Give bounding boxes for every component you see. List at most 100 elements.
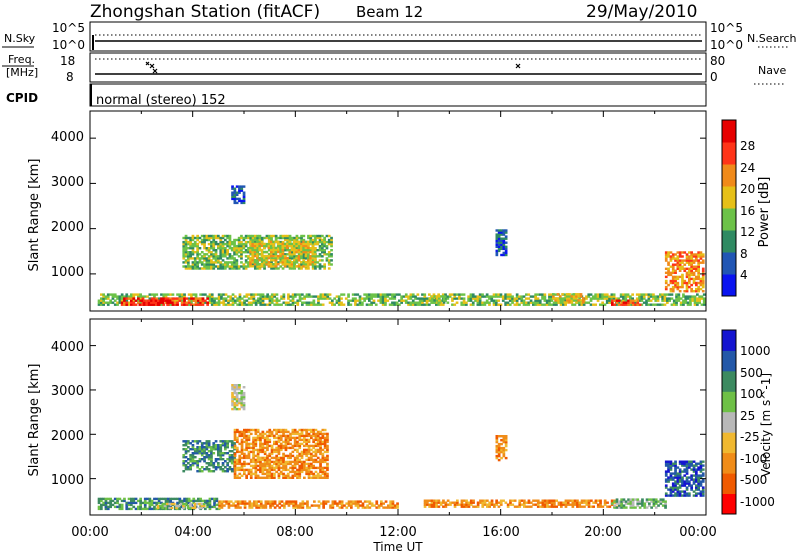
velocity-cell [469,499,473,502]
velocity-cell [291,446,295,450]
power-cell [228,247,232,250]
velocity-cell [263,432,267,436]
power-cell [263,259,266,262]
velocity-cell [192,497,196,501]
power-cell [649,299,653,302]
power-cell [659,295,662,298]
velocity-cell [502,450,506,454]
velocity-cell [312,430,315,434]
velocity-cell [500,446,503,450]
velocity-cell [203,460,206,463]
power-cell [214,253,218,256]
power-cell [685,287,689,291]
velocity-cell [102,501,105,505]
power-cell [678,290,682,293]
power-cell [504,235,508,238]
velocity-cell [674,476,677,479]
power-cell [358,297,362,300]
power-cell [678,263,682,266]
power-cell [690,265,693,268]
power-cell [393,297,397,300]
velocity-cell [275,458,278,462]
velocity-cell [206,503,209,507]
velocity-cell [273,506,277,509]
velocity-cell [182,464,186,467]
velocity-cell [688,464,691,467]
velocity-cell [233,452,237,456]
velocity-cell [247,470,251,474]
power-cell [193,265,197,268]
power-cell [283,263,287,266]
power-cell [582,299,585,302]
velocity-cell [460,501,464,504]
velocity-cell [226,468,229,471]
velocity-cell [594,501,598,504]
velocity-cell [449,503,452,506]
power-cell [242,238,246,242]
power-cell [237,242,241,246]
power-cell [314,257,317,260]
power-cell [671,253,675,256]
power-cell [176,297,179,300]
power-cell [274,238,278,242]
velocity-cell [130,503,133,507]
velocity-cell [527,505,531,508]
power-cell [518,303,521,306]
power-cell [167,297,170,300]
velocity-cell [233,454,237,458]
velocity-cell [210,505,214,509]
power-cell [161,301,165,304]
velocity-cell [611,502,614,505]
velocity-cell [234,506,238,509]
velocity-cell [193,452,197,455]
power-cell [167,293,170,296]
velocity-cell [263,458,267,462]
power-cell [513,299,517,302]
velocity-cell [275,448,278,452]
power-cell [231,293,235,296]
velocity-cell [671,482,675,485]
power-cell [674,271,677,274]
power-cell [629,299,633,302]
velocity-cell [683,484,687,487]
velocity-cell [252,456,255,460]
velocity-cell [218,506,221,509]
velocity-cell [269,506,272,509]
velocity-cell [699,460,703,463]
velocity-cell [683,464,687,467]
power-cell [190,297,193,300]
velocity-cell [210,446,213,449]
power-cell [626,293,630,296]
velocity-cell [384,506,388,509]
velocity-cell [681,462,684,465]
velocity-cell [256,468,260,472]
velocity-cell [97,507,101,511]
velocity-cell [685,478,689,481]
velocity-cell [198,460,202,463]
power-cell [224,255,227,258]
power-cell [251,259,255,262]
velocity-cell [495,503,498,506]
power-cell [497,245,501,248]
velocity-cell [240,466,244,470]
power-cell [661,297,664,300]
power-cell [559,299,563,302]
velocity-cell [306,504,309,507]
power-cell [699,287,703,291]
velocity-cell [613,500,616,503]
velocity-cell [282,460,285,464]
power-cell [233,257,236,260]
velocity-cell [230,442,234,445]
velocity-cell [143,501,147,505]
power-cell [610,297,614,300]
power-cell [256,254,259,258]
velocity-cell [300,456,304,460]
power-cell [409,297,413,300]
velocity-cell [273,450,276,454]
power-cell [198,236,202,240]
velocity-cell [198,468,202,471]
power-cell [184,238,188,242]
velocity-cell [254,440,258,444]
power-cell [205,261,209,264]
power-cell [504,253,508,257]
